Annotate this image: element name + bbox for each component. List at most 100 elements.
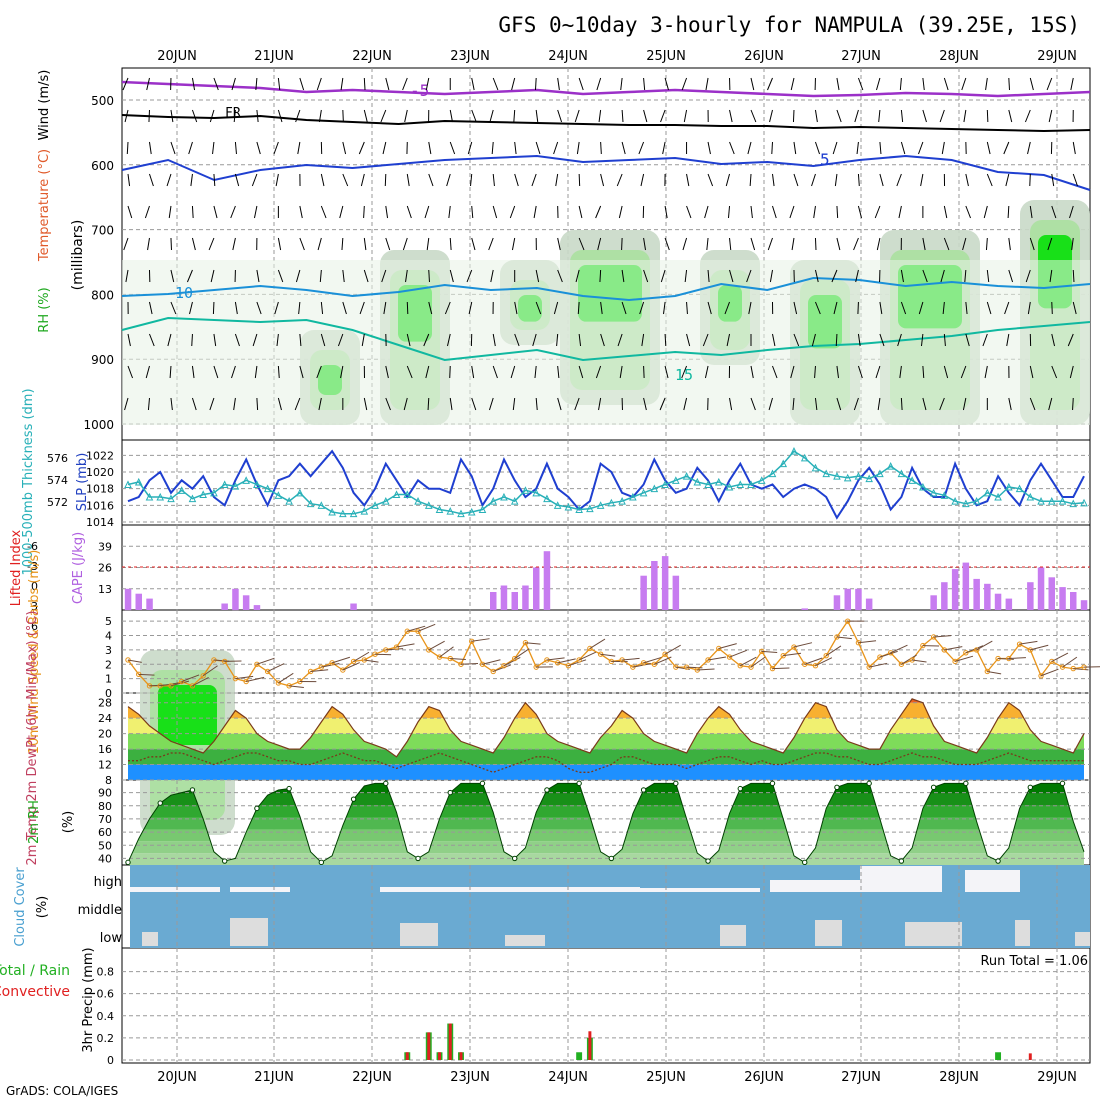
wind-barb bbox=[664, 205, 668, 219]
wind-speed-marker bbox=[189, 683, 196, 689]
wind-barb bbox=[1029, 205, 1033, 219]
thickness-marker bbox=[983, 488, 992, 497]
cape-bar bbox=[844, 588, 851, 611]
wind-barb bbox=[900, 109, 904, 123]
wind-barb bbox=[122, 77, 129, 91]
wind-barb bbox=[879, 301, 883, 315]
wind-barb bbox=[707, 173, 714, 187]
wind-barb bbox=[385, 365, 389, 379]
y-tick: 0.8 bbox=[97, 966, 115, 979]
wind-barb bbox=[557, 237, 561, 251]
footer-credit: GrADS: COLA/IGES bbox=[6, 1084, 118, 1098]
wind-barb bbox=[449, 237, 452, 251]
panel-frame bbox=[121, 609, 1091, 694]
wind-speed-marker bbox=[565, 663, 572, 669]
date-label-top: 21JUN bbox=[254, 49, 294, 64]
wind-barb bbox=[492, 173, 495, 187]
y-tick: 0 bbox=[31, 580, 38, 593]
wind-barb bbox=[577, 301, 580, 315]
cape-bar bbox=[672, 575, 680, 610]
wind-barb bbox=[986, 301, 992, 315]
thickness-marker bbox=[962, 499, 970, 508]
y-tick: 1018 bbox=[86, 483, 114, 496]
y-tick: 70 bbox=[98, 813, 112, 826]
wind-barb bbox=[385, 205, 389, 219]
date-label-bottom: 25JUN bbox=[646, 1070, 686, 1085]
wind-barb bbox=[836, 397, 842, 411]
wind-barb bbox=[127, 333, 131, 347]
date-label-top: 29JUN bbox=[1037, 49, 1077, 64]
wind-barb bbox=[729, 397, 733, 411]
wind-barb bbox=[1019, 640, 1038, 645]
wind-barb bbox=[148, 301, 153, 315]
wind-barb bbox=[943, 365, 949, 379]
wind-barb bbox=[1071, 237, 1074, 251]
wind-barb bbox=[749, 173, 752, 187]
wind-barb bbox=[918, 301, 924, 315]
thickness-marker bbox=[1069, 499, 1078, 508]
wind-barb bbox=[641, 333, 645, 347]
cape-bar bbox=[1037, 567, 1045, 610]
y-tick: 0 bbox=[105, 687, 112, 700]
wind-barb bbox=[295, 109, 301, 123]
wind-barb bbox=[256, 397, 259, 411]
wind-barb bbox=[186, 269, 193, 283]
wind-barb bbox=[922, 269, 928, 283]
wind-speed-marker bbox=[179, 678, 185, 685]
axis-label-li: Lifted Index bbox=[9, 529, 24, 606]
wind-barb bbox=[643, 109, 648, 123]
wind-barb bbox=[600, 333, 605, 347]
wind-barb bbox=[654, 656, 672, 665]
wind-barb bbox=[1051, 301, 1053, 315]
wind-barb bbox=[686, 173, 690, 187]
wind-barb bbox=[385, 237, 391, 251]
wind-barb bbox=[297, 141, 301, 155]
wind-barb bbox=[1072, 173, 1078, 187]
wind-barb bbox=[900, 397, 903, 411]
thickness-marker bbox=[156, 492, 165, 501]
thickness-marker bbox=[768, 469, 777, 478]
wind-barb bbox=[1051, 365, 1058, 379]
wind-barb bbox=[574, 397, 580, 411]
rh-marker bbox=[511, 855, 518, 862]
thickness-marker bbox=[1005, 482, 1013, 491]
thickness-marker bbox=[865, 474, 873, 483]
wind-barb bbox=[125, 269, 129, 283]
wind-barb bbox=[385, 397, 391, 411]
wind-barb bbox=[578, 651, 597, 661]
cloud-high bbox=[130, 887, 220, 892]
rh-marker bbox=[350, 796, 357, 802]
wind-barb bbox=[664, 237, 670, 251]
rh-marker bbox=[318, 859, 325, 866]
wind-speed-marker bbox=[576, 657, 582, 663]
wind-speed-marker bbox=[350, 658, 357, 665]
wind-speed-marker bbox=[1049, 658, 1055, 665]
y-tick: 1020 bbox=[86, 466, 114, 479]
rh-marker bbox=[189, 787, 196, 793]
wind-barb bbox=[890, 644, 908, 654]
axis-label-wind10: 10m Wind Speed & Barbs (m/s) bbox=[27, 550, 42, 755]
wind-barb bbox=[299, 205, 303, 219]
rh-marker bbox=[1027, 784, 1033, 791]
rh-marker bbox=[930, 784, 937, 791]
wind-barb bbox=[299, 237, 305, 251]
wind-barb bbox=[983, 205, 988, 219]
wind-barb bbox=[939, 397, 945, 411]
wind-barb bbox=[814, 141, 821, 155]
date-label-top: 22JUN bbox=[352, 49, 392, 64]
wind-barb bbox=[793, 301, 798, 315]
wind-barb bbox=[943, 237, 950, 251]
wind-barb bbox=[790, 365, 795, 379]
wind-barb bbox=[686, 205, 692, 219]
wind-barb bbox=[835, 333, 838, 347]
wind-barb bbox=[640, 173, 645, 187]
wind-barb bbox=[1051, 652, 1069, 662]
wind-barb bbox=[811, 173, 816, 187]
wind-barb bbox=[598, 397, 602, 411]
wind-barb bbox=[147, 237, 150, 251]
wind-barb bbox=[750, 109, 757, 123]
wind-barb bbox=[471, 397, 477, 411]
wind-barb bbox=[1008, 397, 1012, 411]
wind-barb bbox=[568, 659, 587, 667]
